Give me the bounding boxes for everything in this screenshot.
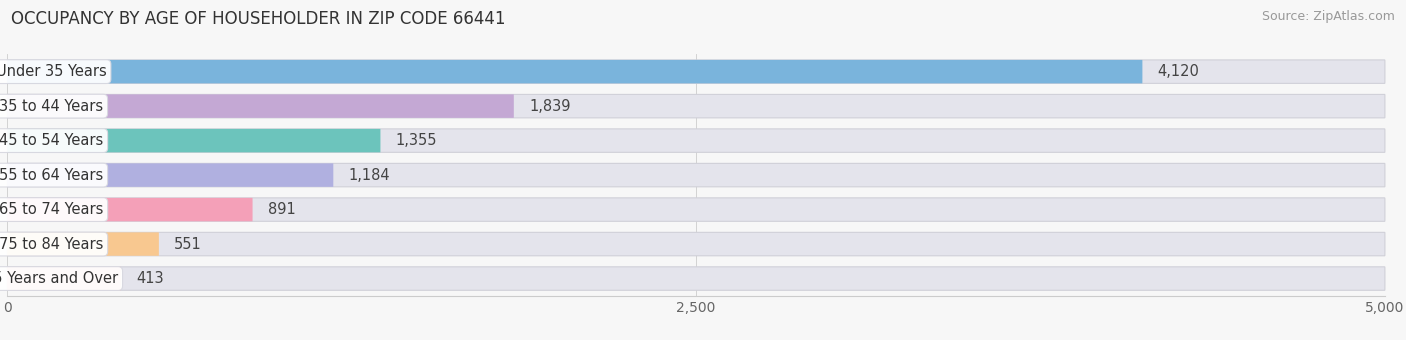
Text: 65 to 74 Years: 65 to 74 Years (0, 202, 103, 217)
Text: 75 to 84 Years: 75 to 84 Years (0, 237, 103, 252)
FancyBboxPatch shape (7, 60, 1143, 83)
Text: OCCUPANCY BY AGE OF HOUSEHOLDER IN ZIP CODE 66441: OCCUPANCY BY AGE OF HOUSEHOLDER IN ZIP C… (11, 10, 506, 28)
Text: 891: 891 (267, 202, 295, 217)
Text: 55 to 64 Years: 55 to 64 Years (0, 168, 103, 183)
Text: 1,355: 1,355 (395, 133, 437, 148)
FancyBboxPatch shape (7, 267, 121, 290)
FancyBboxPatch shape (7, 232, 159, 256)
Text: 45 to 54 Years: 45 to 54 Years (0, 133, 103, 148)
FancyBboxPatch shape (7, 60, 1385, 83)
FancyBboxPatch shape (7, 198, 1385, 221)
FancyBboxPatch shape (7, 164, 1385, 187)
Text: 551: 551 (174, 237, 202, 252)
Text: 35 to 44 Years: 35 to 44 Years (0, 99, 103, 114)
FancyBboxPatch shape (7, 129, 381, 152)
Text: 413: 413 (136, 271, 163, 286)
FancyBboxPatch shape (7, 232, 1385, 256)
FancyBboxPatch shape (7, 164, 333, 187)
Text: 4,120: 4,120 (1157, 64, 1199, 79)
Text: Source: ZipAtlas.com: Source: ZipAtlas.com (1261, 10, 1395, 23)
FancyBboxPatch shape (7, 198, 253, 221)
Text: 85 Years and Over: 85 Years and Over (0, 271, 118, 286)
Text: Under 35 Years: Under 35 Years (0, 64, 107, 79)
FancyBboxPatch shape (7, 129, 1385, 152)
Text: 1,839: 1,839 (529, 99, 571, 114)
Text: 1,184: 1,184 (349, 168, 389, 183)
FancyBboxPatch shape (7, 95, 1385, 118)
FancyBboxPatch shape (7, 267, 1385, 290)
FancyBboxPatch shape (7, 95, 513, 118)
